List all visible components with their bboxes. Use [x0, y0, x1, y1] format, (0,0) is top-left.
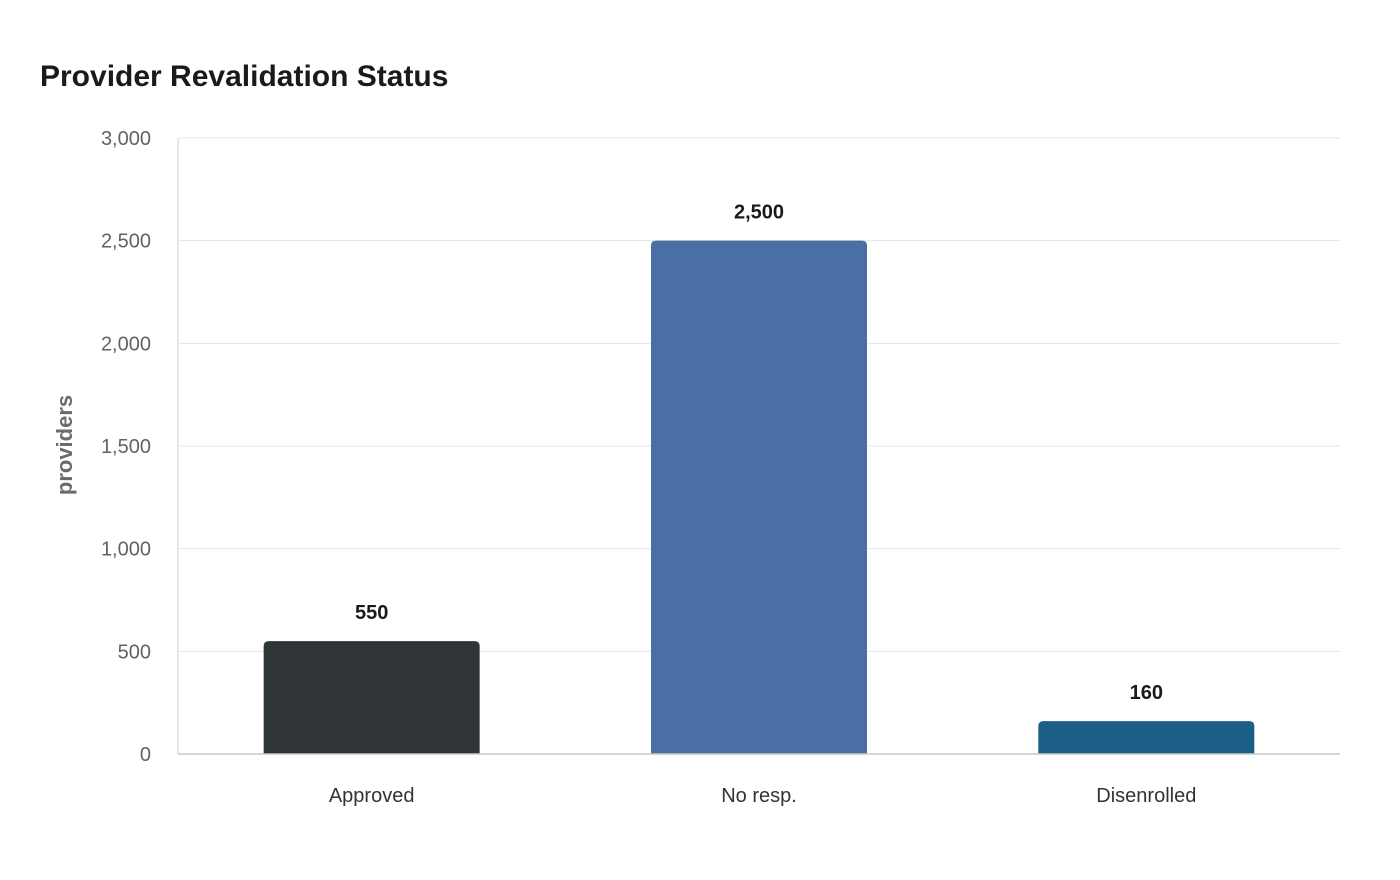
x-tick-label: Approved: [329, 785, 415, 807]
y-tick-label: 0: [140, 744, 151, 766]
bar-approved: [263, 641, 480, 754]
bars: [263, 240, 1255, 754]
y-axis-title: providers: [52, 395, 77, 495]
y-tick-label: 1,000: [101, 539, 151, 561]
y-tick-labels: 0 500 1,000 1,500 2,000 2,500 3,000: [101, 128, 151, 766]
y-tick-label: 1,500: [101, 436, 151, 458]
chart-title: Provider Revalidation Status: [40, 60, 449, 93]
bar-no-resp: [651, 240, 867, 754]
data-labels: 550 2,500 160: [355, 202, 1163, 704]
y-tick-label: 500: [118, 641, 151, 663]
y-tick-label: 3,000: [101, 128, 151, 150]
data-label: 160: [1130, 682, 1163, 704]
axes: [177, 138, 1340, 755]
x-tick-label: No resp.: [721, 785, 797, 807]
x-tick-labels: Approved No resp. Disenrolled: [329, 785, 1197, 807]
data-label: 550: [355, 602, 388, 624]
x-tick-label: Disenrolled: [1096, 785, 1196, 807]
bar-disenrolled: [1038, 721, 1255, 754]
y-tick-label: 2,500: [101, 231, 151, 253]
data-label: 2,500: [734, 202, 784, 224]
y-tick-label: 2,000: [101, 333, 151, 355]
